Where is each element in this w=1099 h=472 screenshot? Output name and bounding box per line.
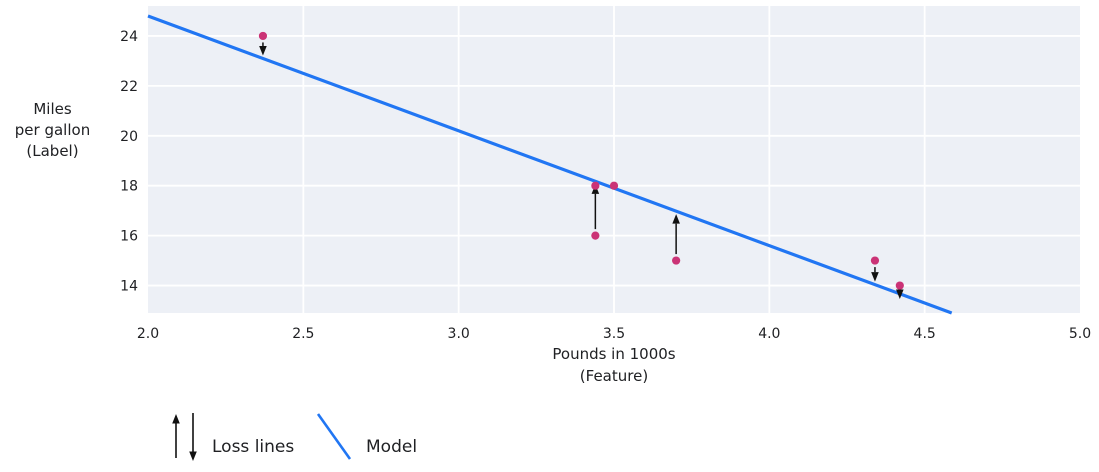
chart-svg: 2.0 2.5 3.0 3.5 4.0 4.5 5.0 14 16 18 20 22 24 — [120, 6, 1091, 342]
data-point — [895, 281, 904, 290]
y-axis-label-line-1: Miles — [33, 100, 72, 118]
loss-arrow-head — [259, 45, 267, 56]
x-axis-label-line-2: (Feature) — [579, 366, 649, 385]
legend-label-model: Model — [366, 437, 418, 457]
data-point — [258, 31, 268, 41]
y-tick-label: 16 — [120, 229, 138, 245]
loss-arrow-head — [871, 272, 879, 282]
data-point — [591, 231, 600, 240]
x-tick-label: 3.5 — [603, 326, 625, 342]
y-tick-label: 18 — [120, 179, 138, 195]
x-tick-label: 2.5 — [292, 326, 314, 342]
x-axis-label: Pounds in 1000s (Feature) — [148, 344, 1080, 387]
y-axis-label-line-2: per gallon — [14, 121, 91, 139]
model-line — [147, 14, 953, 315]
loss-arrows-icon — [172, 413, 197, 461]
x-tick-label: 5.0 — [1069, 326, 1091, 342]
y-axis-label-line-3: (Label) — [26, 142, 79, 160]
x-tick-label: 4.0 — [758, 326, 780, 342]
legend-label-loss-lines: Loss lines — [212, 437, 295, 457]
loss-arrow-head — [672, 214, 680, 224]
x-axis-label-line-1: Pounds in 1000s — [552, 345, 676, 363]
model-line-icon — [316, 413, 352, 460]
data-point — [591, 181, 600, 190]
x-tick-label: 2.0 — [137, 326, 159, 342]
data-point — [870, 256, 880, 265]
y-tick-label: 22 — [120, 79, 138, 95]
x-tick-label: 3.0 — [448, 326, 470, 342]
data-point — [672, 256, 681, 265]
y-tick-label: 24 — [120, 29, 138, 45]
y-tick-label: 14 — [120, 279, 138, 295]
loss-arrow-head — [896, 289, 904, 300]
x-tick-label: 4.5 — [914, 326, 936, 342]
data-point — [609, 181, 619, 190]
legend: Loss lines Model — [0, 0, 1099, 461]
y-axis-label: Miles per gallon (Label) — [0, 99, 105, 162]
y-tick-label: 20 — [120, 129, 138, 145]
